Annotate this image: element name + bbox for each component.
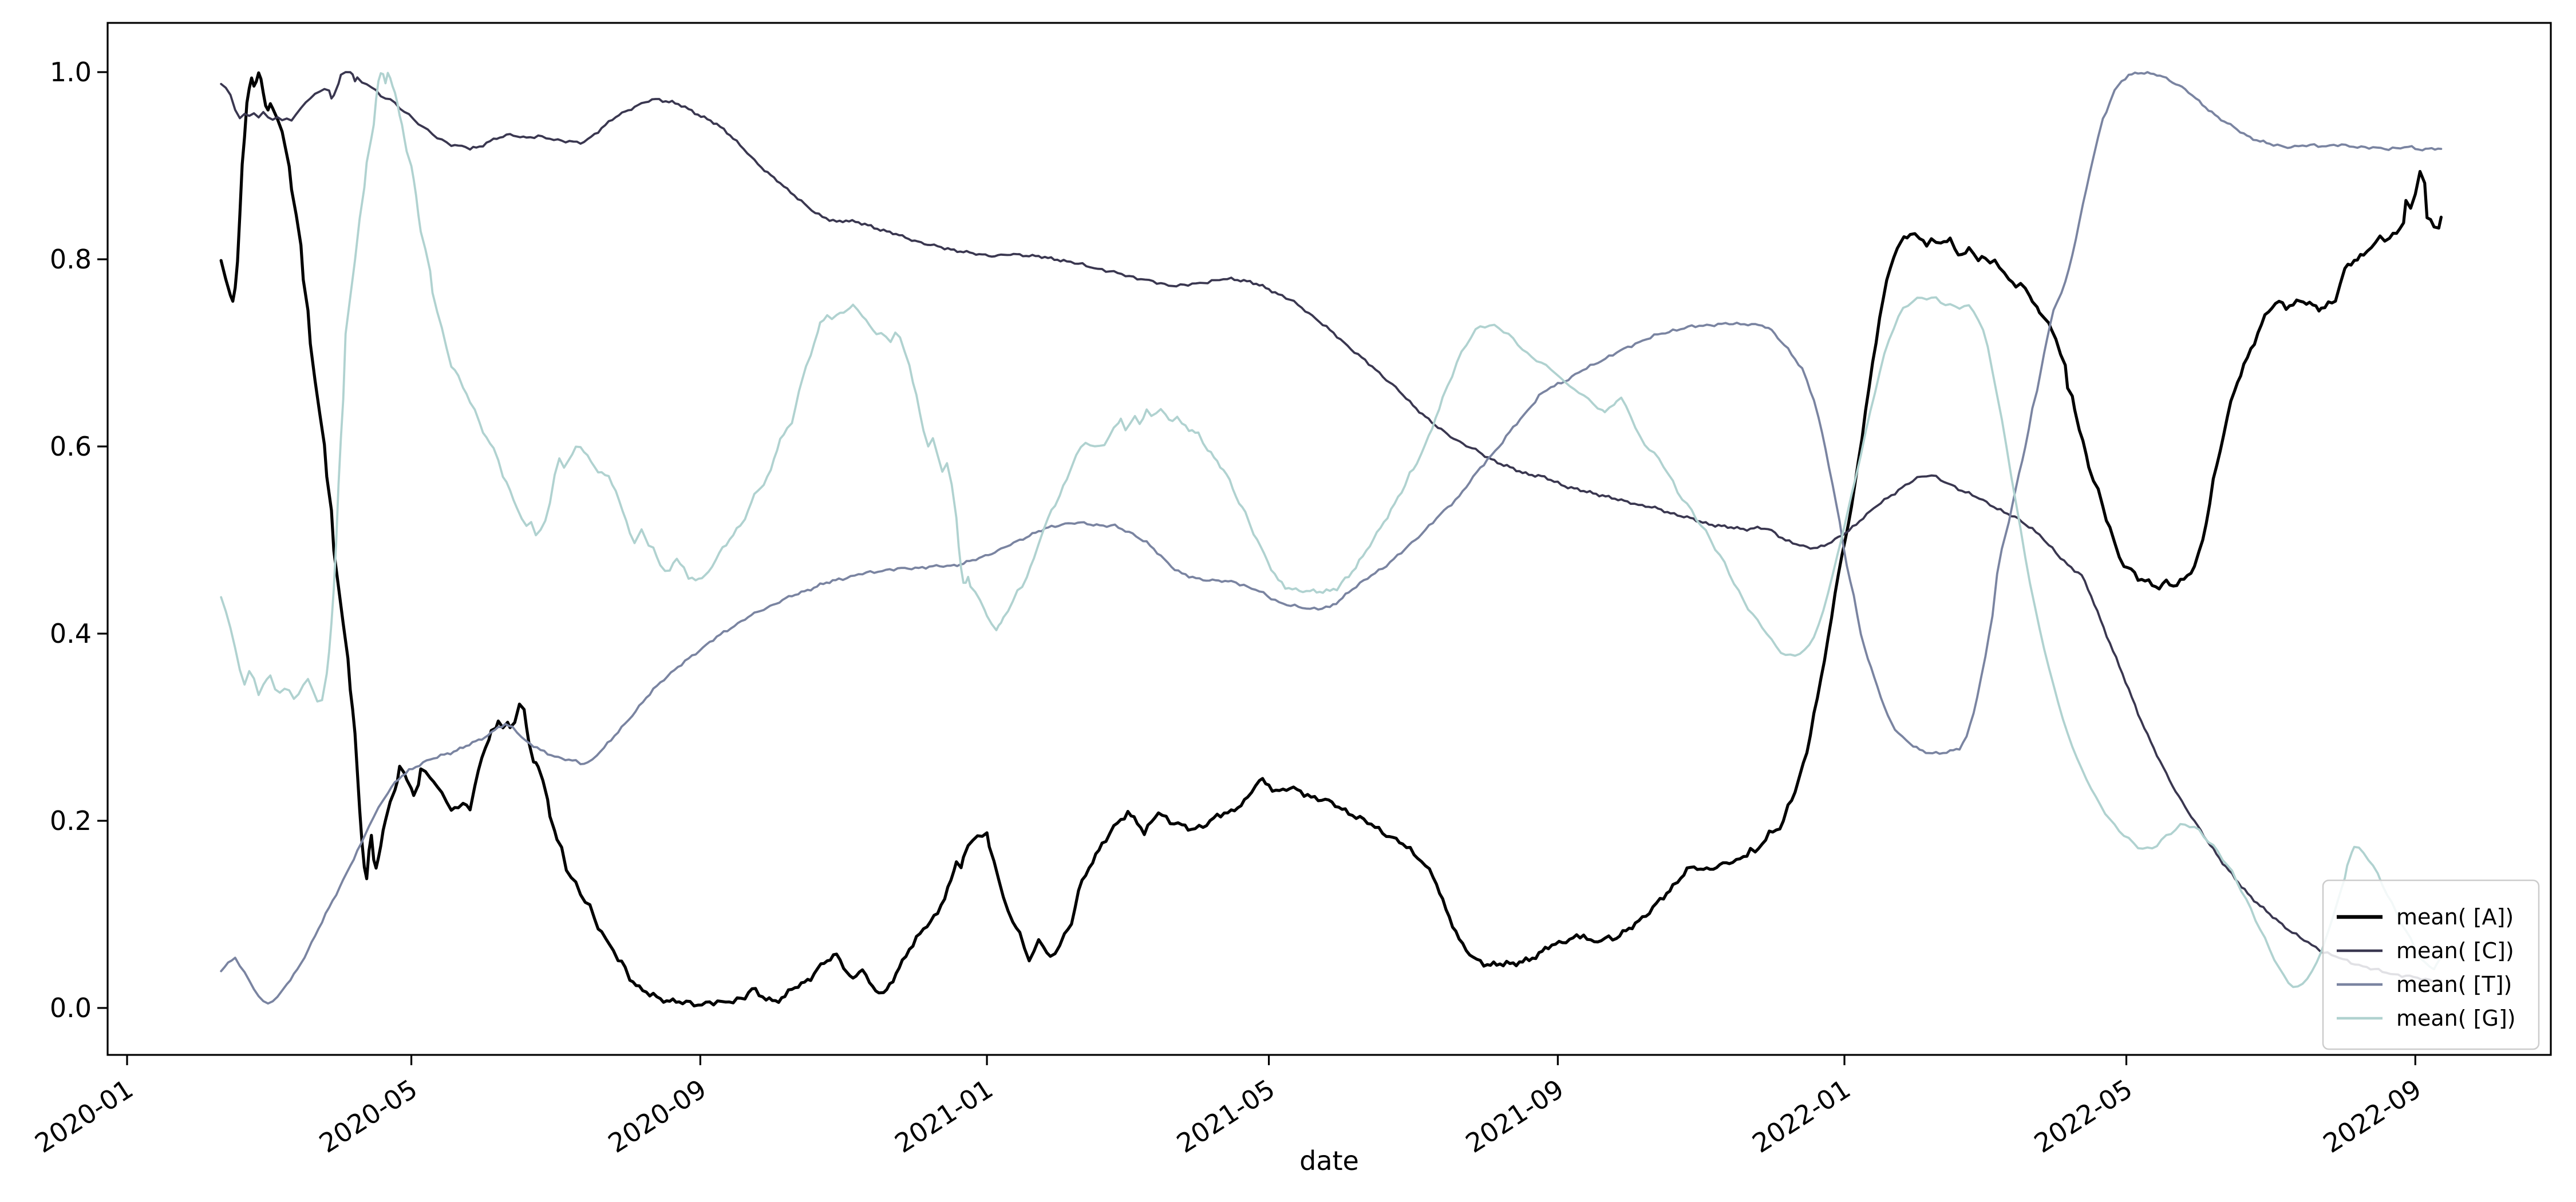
series-line-meanT [220,71,2443,1005]
plot-frame [106,22,2552,1056]
series-line-meanC [220,71,2443,983]
y-tick-label: 0.2 [50,805,92,836]
y-tick-label: 0.6 [50,431,92,462]
y-tick-label: 0.8 [50,244,92,275]
y-tick-label: 0.0 [50,993,92,1023]
legend: mean( [A]) mean( [C]) mean( [T]) mean( [G]) [2322,879,2540,1050]
series-lines [219,71,2443,1008]
y-tick-label: 0.4 [50,618,92,649]
series-line-meanA [219,71,2443,1008]
legend-box [2322,879,2540,1050]
legend-label-meanA: mean( [A]) [2396,904,2514,930]
y-tick-label: 1.0 [50,57,92,88]
series-line-meanG [220,72,2443,989]
legend-label-meanC: mean( [C]) [2396,938,2514,963]
legend-label-meanG: mean( [G]) [2396,1006,2516,1031]
plot-area [106,22,2552,1056]
legend-label-meanT: mean( [T]) [2396,972,2512,997]
x-axis-label: date [1299,1145,1359,1176]
